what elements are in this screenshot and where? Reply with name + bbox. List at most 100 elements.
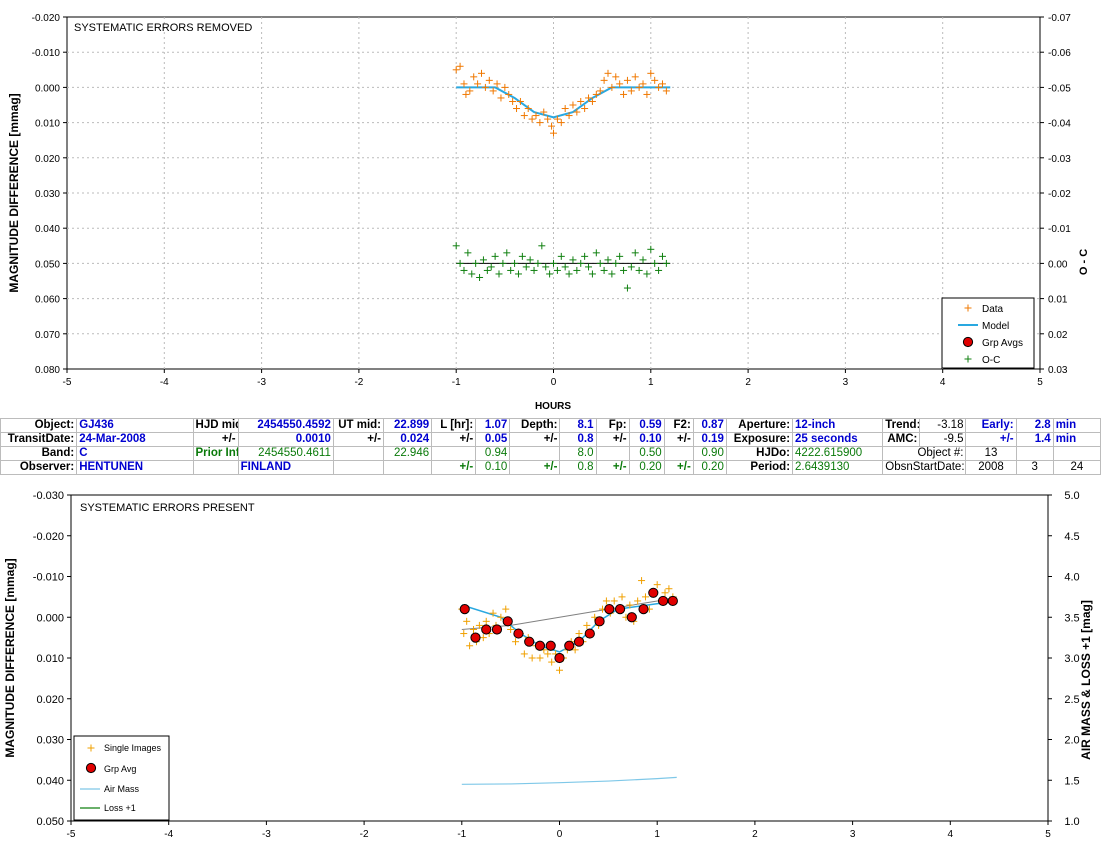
exposure-value: 25 seconds [792, 432, 884, 447]
y2-tick-label: 2.0 [1064, 735, 1079, 747]
x-tick-label: 0 [557, 829, 563, 840]
band-value: C [76, 446, 194, 461]
data-point [489, 87, 497, 95]
y-tick-label: 0.010 [35, 119, 60, 130]
grp-avg-point [513, 628, 524, 639]
oc-point [511, 259, 519, 267]
early-unit: min [1052, 418, 1101, 433]
x-tick-label: 2 [745, 377, 751, 388]
oc-point [472, 259, 480, 267]
data-point [505, 90, 513, 98]
oc-point [522, 263, 530, 271]
data-point [501, 83, 509, 91]
oc-point [487, 263, 495, 271]
hjd-mid-label: HJD mid: [192, 418, 239, 433]
object-label: Object: [0, 418, 78, 433]
grp-avg-point [657, 595, 669, 607]
x-tick-label: 5 [1045, 829, 1051, 840]
oc-point [639, 256, 647, 264]
oc-point [608, 270, 616, 278]
oc-point [464, 249, 472, 257]
single-image-point [618, 593, 626, 601]
obsn-month-value: 3 [1015, 460, 1054, 475]
data-point [585, 94, 593, 102]
grp-avg-point [604, 604, 615, 615]
early-label: Early: [965, 418, 1017, 433]
y2-tick-label: 5.0 [1064, 490, 1079, 502]
single-image-point [482, 617, 490, 625]
data-point [485, 76, 493, 84]
prior-fp-err-value: 0.20 [628, 460, 665, 475]
fp-err-value: 0.10 [628, 432, 665, 447]
single-image-point [583, 621, 591, 629]
oc-point [561, 263, 569, 271]
x-tick-label: 0 [551, 377, 557, 388]
prior-depth-value: 8.0 [559, 446, 597, 461]
oc-point [643, 270, 651, 278]
single-image-point [466, 642, 474, 650]
y2-tick-label: 1.5 [1064, 775, 1079, 787]
x-tick-label: 1 [654, 829, 660, 840]
grp-avg-point [573, 636, 585, 647]
legend-loss-label: Loss +1 [104, 803, 136, 813]
oc-point [588, 270, 596, 278]
data-point [536, 119, 544, 127]
transit-date-label: TransitDate: [0, 432, 78, 447]
oc-point [565, 270, 573, 278]
y-tick-label: -0.010 [33, 572, 64, 584]
oc-point [658, 252, 666, 260]
single-image-point [626, 601, 634, 609]
y2-tick-label: -0.01 [1048, 224, 1071, 235]
oc-point [518, 252, 526, 260]
grp-avg-point [648, 587, 659, 598]
grp-avg-point [459, 604, 470, 615]
oc-point [620, 266, 628, 274]
oc-point [596, 259, 604, 267]
location-value: FINLAND [237, 460, 334, 475]
chart-systematic-errors-present: -5 -4 -3 -2 -1 0 1 2 3 4 5 -0.030 -0.020 -0.010 0.000… [3, 490, 1093, 840]
data-point [577, 97, 585, 105]
data-point [474, 80, 482, 88]
object-num-value: 13 [965, 446, 1017, 461]
y2-tick-label: 1.0 [1064, 816, 1079, 828]
x-tick-label: 3 [843, 377, 849, 388]
chart2-y2label: AIR MASS & LOSS +1 [mag] [1079, 600, 1093, 760]
l-hr-label: L [hr]: [431, 418, 477, 433]
oc-point [499, 259, 507, 267]
y-tick-label: 0.080 [35, 365, 60, 376]
y2-tick-label: 3.0 [1064, 653, 1079, 665]
legend-grp-avgs-marker [962, 336, 974, 348]
single-image-point [520, 650, 528, 658]
transit-date-value: 24-Mar-2008 [76, 432, 194, 447]
x-tick-label: -3 [262, 829, 271, 840]
y2-tick-label: 0.01 [1048, 295, 1068, 306]
legend-single-images-marker [87, 744, 95, 752]
oc-point [514, 270, 522, 278]
data-point [565, 112, 573, 120]
data-point [658, 80, 666, 88]
prior-f2-err-value: 0.20 [692, 460, 727, 475]
oc-point [647, 245, 655, 253]
data-point [532, 112, 540, 120]
data-point [557, 119, 565, 127]
x-tick-label: -5 [63, 377, 72, 388]
data-point [623, 76, 631, 84]
band-label: Band: [0, 446, 78, 461]
y2-tick-label: 2.5 [1064, 694, 1079, 706]
early-value: 2.8 [1015, 418, 1054, 433]
grp-avg-point [534, 640, 546, 651]
y2-tick-label: -0.05 [1048, 83, 1071, 94]
observer-label: Observer: [0, 460, 78, 475]
data-point [662, 87, 670, 95]
oc-point [534, 259, 542, 267]
chart-systematic-errors-removed: -5 -4 -3 -2 -1 0 1 2 3 4 5 -0.020 -0.010 0.000 0.010 0… [7, 13, 1090, 412]
l-err-value: 0.05 [475, 432, 511, 447]
data-point [604, 69, 612, 77]
oc-point [557, 252, 565, 260]
data-point [452, 66, 460, 74]
grp-avg-point [470, 632, 481, 643]
early-err-value: 1.4 [1015, 432, 1054, 447]
single-image-point [641, 593, 649, 601]
early-pm-label: +/- [965, 432, 1017, 447]
chart2-ylabel: MAGNITUDE DIFFERENCE [mmag] [3, 558, 17, 757]
